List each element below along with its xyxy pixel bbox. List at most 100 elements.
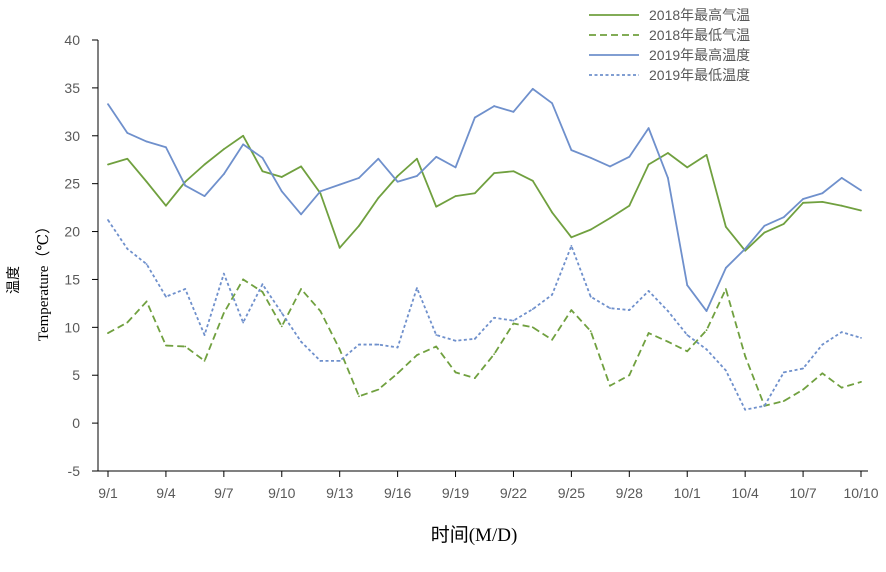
- data-point: [300, 288, 302, 290]
- data-point: [300, 165, 302, 168]
- data-point: [396, 346, 399, 349]
- data-point: [531, 179, 534, 182]
- data-point: [222, 148, 225, 151]
- data-point: [435, 345, 438, 348]
- data-point: [473, 337, 476, 340]
- data-point: [242, 321, 245, 324]
- data-point: [165, 146, 167, 149]
- data-point: [165, 204, 167, 207]
- data-point: [280, 325, 283, 328]
- y-tick-label: 35: [64, 80, 80, 96]
- data-point: [493, 105, 496, 107]
- data-point: [840, 204, 843, 207]
- data-point: [416, 354, 418, 357]
- data-point: [184, 288, 187, 290]
- x-tick-label: 9/22: [500, 485, 527, 501]
- legend-label: 2018年最高气温: [649, 7, 750, 23]
- x-tick-label: 9/13: [326, 485, 353, 501]
- axes: -5 0 5 10 15 20 25 30 35 40 9/1 9/4 9/7 9/10 9/13 9/16 9…: [64, 32, 878, 501]
- y-tick-label: -5: [68, 463, 81, 479]
- y-axis-title-cn: 温度: [6, 266, 22, 294]
- data-point: [203, 195, 206, 198]
- data-point: [242, 143, 245, 146]
- x-tick-label: 9/4: [156, 485, 176, 501]
- data-point: [724, 267, 727, 269]
- data-point: [589, 330, 592, 333]
- data-point: [821, 200, 824, 203]
- data-point: [338, 348, 341, 351]
- data-point: [705, 329, 708, 332]
- data-point: [667, 152, 669, 154]
- data-point: [416, 287, 418, 289]
- data-point: [570, 149, 573, 152]
- data-point: [126, 157, 129, 160]
- data-point: [493, 172, 496, 175]
- series-line: [107, 134, 862, 252]
- data-point: [261, 290, 264, 293]
- data-point: [107, 163, 109, 166]
- data-point: [551, 102, 553, 105]
- data-point: [165, 344, 167, 347]
- data-point: [589, 295, 592, 298]
- data-point: [338, 359, 341, 362]
- data-point: [589, 156, 592, 159]
- data-point: [319, 190, 322, 193]
- data-point: [570, 309, 573, 311]
- data-point: [300, 213, 302, 216]
- data-point: [686, 284, 689, 287]
- data-point: [377, 343, 380, 346]
- data-point: [512, 110, 515, 113]
- data-point: [396, 372, 399, 375]
- data-point: [184, 180, 187, 183]
- data-point: [145, 140, 148, 143]
- data-point: [551, 338, 553, 341]
- data-point: [435, 155, 438, 158]
- data-point: [667, 340, 669, 343]
- data-point: [261, 283, 264, 286]
- data-point: [416, 175, 418, 177]
- data-point: [724, 225, 727, 228]
- data-point: [821, 372, 824, 375]
- data-point: [705, 154, 708, 156]
- data-point: [686, 350, 689, 353]
- data-point: [570, 245, 573, 247]
- data-point: [512, 170, 515, 173]
- legend-item: 2019年最低温度: [589, 67, 750, 83]
- data-point: [744, 355, 747, 357]
- x-tick-label: 9/10: [268, 485, 295, 501]
- data-point: [821, 343, 824, 346]
- data-point: [840, 386, 843, 389]
- data-point: [203, 163, 206, 166]
- data-point: [782, 400, 785, 402]
- data-point: [358, 177, 360, 179]
- data-point: [280, 190, 283, 193]
- data-point: [802, 388, 804, 391]
- data-point: [319, 310, 322, 312]
- data-point: [705, 310, 708, 312]
- y-axis-title: 温度 Temperature（℃）: [6, 219, 52, 341]
- data-point: [242, 134, 245, 137]
- data-point: [609, 307, 611, 310]
- data-point: [222, 312, 225, 314]
- legend: 2018年最高气温 2018年最低气温 2019年最高温度 2019年最低温度: [589, 7, 750, 83]
- data-point: [609, 217, 611, 220]
- data-point: [724, 369, 727, 372]
- y-tick-label: 15: [64, 271, 80, 287]
- series-group: [107, 219, 862, 411]
- data-point: [377, 388, 380, 391]
- series-line: [107, 219, 862, 411]
- data-point: [280, 312, 283, 314]
- legend-item: 2018年最高气温: [589, 7, 750, 23]
- data-point: [667, 177, 669, 179]
- data-point: [782, 216, 785, 219]
- data-point: [203, 334, 206, 336]
- data-point: [338, 183, 341, 186]
- data-point: [396, 180, 399, 183]
- data-point: [589, 228, 592, 231]
- data-point: [531, 308, 534, 311]
- data-point: [435, 205, 438, 208]
- legend-label: 2019年最低温度: [649, 67, 750, 83]
- data-point: [840, 331, 843, 334]
- data-point: [860, 381, 862, 383]
